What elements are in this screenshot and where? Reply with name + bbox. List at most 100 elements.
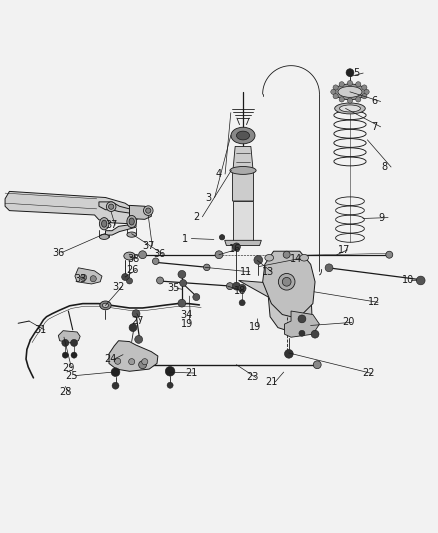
- Text: 38: 38: [127, 254, 140, 264]
- Circle shape: [417, 276, 425, 285]
- Text: 3: 3: [205, 192, 211, 203]
- Ellipse shape: [152, 258, 159, 264]
- Text: 8: 8: [381, 162, 388, 172]
- Text: 19: 19: [180, 319, 193, 329]
- Ellipse shape: [102, 220, 107, 227]
- Ellipse shape: [124, 252, 135, 260]
- Polygon shape: [233, 147, 254, 201]
- Circle shape: [339, 82, 344, 87]
- Polygon shape: [285, 311, 319, 337]
- Polygon shape: [75, 268, 102, 284]
- Circle shape: [142, 359, 148, 365]
- Ellipse shape: [339, 105, 360, 112]
- Ellipse shape: [100, 301, 111, 310]
- Text: 5: 5: [353, 68, 360, 78]
- Text: 37: 37: [106, 220, 118, 230]
- Circle shape: [325, 264, 333, 272]
- Text: 10: 10: [402, 276, 414, 286]
- Ellipse shape: [386, 251, 393, 258]
- Circle shape: [362, 94, 367, 99]
- Circle shape: [62, 340, 69, 346]
- Circle shape: [219, 235, 225, 240]
- Text: 29: 29: [62, 363, 74, 373]
- Ellipse shape: [226, 282, 233, 289]
- Ellipse shape: [215, 251, 223, 259]
- Circle shape: [122, 273, 129, 280]
- Circle shape: [127, 278, 133, 284]
- Circle shape: [90, 276, 96, 282]
- Circle shape: [167, 382, 173, 389]
- Circle shape: [362, 85, 367, 90]
- Circle shape: [239, 300, 245, 306]
- Circle shape: [331, 89, 336, 94]
- Text: 9: 9: [378, 213, 385, 223]
- Circle shape: [193, 294, 200, 301]
- Text: 1: 1: [182, 233, 188, 244]
- Circle shape: [129, 359, 135, 365]
- Polygon shape: [263, 251, 315, 317]
- Ellipse shape: [313, 361, 321, 369]
- Text: 17: 17: [338, 245, 350, 255]
- Circle shape: [165, 367, 175, 376]
- Text: 25: 25: [65, 370, 78, 381]
- Text: 31: 31: [35, 325, 47, 335]
- Text: 33: 33: [74, 274, 86, 284]
- Ellipse shape: [204, 264, 210, 271]
- Circle shape: [115, 358, 121, 364]
- Polygon shape: [99, 202, 136, 235]
- Text: 11: 11: [240, 266, 252, 277]
- Circle shape: [180, 280, 187, 287]
- Ellipse shape: [127, 215, 137, 228]
- Circle shape: [339, 97, 344, 102]
- Circle shape: [299, 330, 305, 336]
- Text: 27: 27: [131, 316, 143, 326]
- Circle shape: [233, 243, 240, 251]
- Text: 32: 32: [112, 282, 124, 292]
- Circle shape: [298, 315, 306, 323]
- Polygon shape: [58, 330, 80, 343]
- Circle shape: [81, 274, 87, 280]
- Ellipse shape: [283, 251, 290, 258]
- Circle shape: [178, 299, 186, 307]
- Circle shape: [111, 368, 120, 376]
- Circle shape: [364, 89, 369, 94]
- Ellipse shape: [99, 217, 109, 230]
- Text: 7: 7: [371, 122, 377, 132]
- Text: 21: 21: [266, 377, 278, 387]
- Ellipse shape: [279, 273, 295, 290]
- Text: 26: 26: [127, 265, 139, 275]
- Ellipse shape: [139, 361, 147, 369]
- Ellipse shape: [230, 166, 256, 174]
- Ellipse shape: [156, 277, 163, 284]
- Circle shape: [238, 285, 246, 292]
- Circle shape: [135, 335, 143, 343]
- Circle shape: [178, 270, 186, 278]
- Text: 6: 6: [371, 96, 377, 107]
- Ellipse shape: [237, 131, 250, 140]
- Polygon shape: [109, 341, 158, 372]
- Text: 18: 18: [234, 286, 247, 296]
- Text: 13: 13: [262, 266, 274, 277]
- Text: 23: 23: [246, 373, 258, 382]
- Text: 4: 4: [215, 169, 222, 179]
- Text: 24: 24: [105, 354, 117, 364]
- Ellipse shape: [144, 206, 153, 215]
- Text: 36: 36: [52, 247, 64, 257]
- Polygon shape: [225, 240, 261, 246]
- Polygon shape: [130, 205, 151, 220]
- Ellipse shape: [335, 103, 365, 114]
- Circle shape: [129, 324, 137, 332]
- Circle shape: [71, 340, 78, 346]
- Text: 36: 36: [153, 249, 166, 259]
- Polygon shape: [5, 191, 138, 224]
- Circle shape: [333, 94, 338, 99]
- Text: 2: 2: [193, 212, 199, 222]
- Ellipse shape: [106, 202, 116, 212]
- Ellipse shape: [146, 208, 151, 213]
- Ellipse shape: [109, 204, 114, 209]
- Text: 37: 37: [143, 240, 155, 251]
- Circle shape: [347, 80, 353, 86]
- Ellipse shape: [265, 254, 274, 261]
- Text: 21: 21: [185, 368, 198, 378]
- Circle shape: [347, 98, 353, 103]
